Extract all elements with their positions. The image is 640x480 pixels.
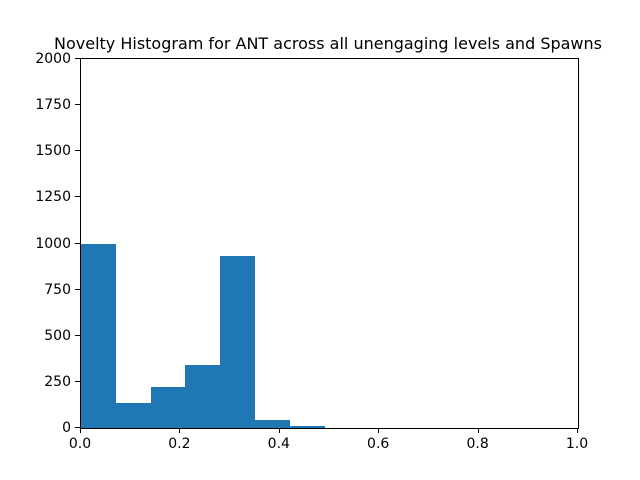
- y-tick-label: 500: [44, 327, 71, 344]
- x-tick-mark: [179, 428, 181, 433]
- histogram-bar: [81, 244, 116, 428]
- x-tick-label: 0.0: [68, 436, 92, 452]
- histogram-bar: [254, 419, 290, 428]
- y-tick-mark: [75, 334, 80, 336]
- y-tick-mark: [75, 196, 80, 198]
- y-tick-label: 1750: [35, 97, 71, 114]
- chart-title: Novelty Histogram for ANT across all une…: [54, 34, 602, 53]
- x-tick-label: 0.4: [267, 436, 290, 452]
- y-tick-label: 1500: [35, 143, 71, 160]
- y-tick-label: 750: [44, 281, 71, 298]
- x-tick-label: 0.8: [466, 436, 489, 452]
- y-tick-mark: [75, 380, 80, 382]
- x-tick-mark: [477, 428, 479, 433]
- y-tick-mark: [75, 58, 80, 59]
- x-tick-mark: [378, 428, 380, 433]
- histogram-bar: [289, 425, 325, 428]
- x-tick-label: 0.2: [168, 436, 191, 452]
- y-tick-mark: [75, 150, 80, 152]
- y-tick-mark: [75, 288, 80, 290]
- x-tick-mark: [80, 428, 81, 433]
- x-tick-mark: [577, 428, 578, 433]
- histogram-bar: [115, 403, 151, 428]
- y-tick-label: 250: [44, 373, 71, 390]
- y-tick-label: 1000: [35, 235, 71, 252]
- y-tick-label: 2000: [35, 51, 71, 67]
- y-tick-mark: [75, 242, 80, 244]
- x-tick-mark: [278, 428, 280, 433]
- y-tick-label: 1250: [35, 189, 71, 206]
- plot-area: [80, 58, 579, 429]
- y-tick-label: 0: [62, 420, 71, 436]
- x-tick-label: 1.0: [565, 436, 589, 452]
- histogram-bar: [185, 365, 221, 428]
- y-tick-mark: [75, 427, 80, 428]
- y-tick-mark: [75, 104, 80, 106]
- histogram-bar: [220, 256, 255, 428]
- x-tick-label: 0.6: [367, 436, 390, 452]
- histogram-bar: [150, 387, 186, 428]
